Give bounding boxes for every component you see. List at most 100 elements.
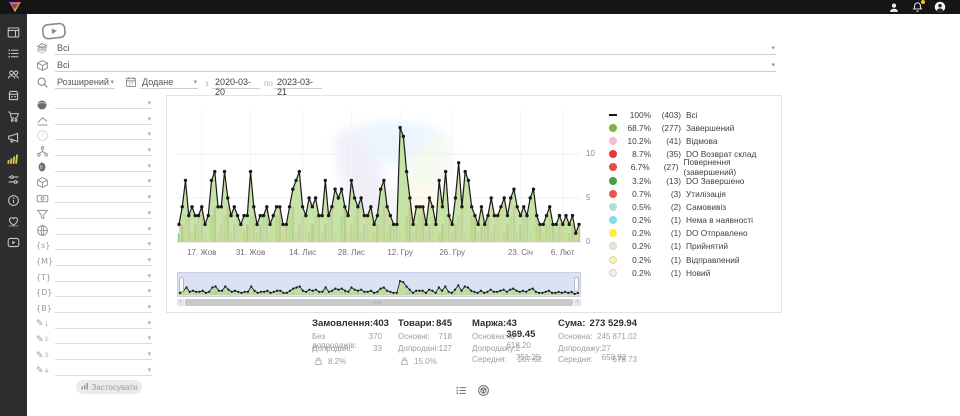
orders-chart[interactable]: [177, 102, 581, 248]
status-filter-value: Всі: [57, 43, 70, 53]
legend-item[interactable]: 0.2% (1) DO Отправлено: [609, 227, 781, 240]
sidebar-item-marketing[interactable]: [0, 127, 27, 148]
sidebar-item-info[interactable]: [0, 190, 27, 211]
customers-icon: [7, 68, 20, 81]
legend-item[interactable]: 8.7% (35) DO Возврат склад: [609, 148, 781, 161]
package-view-icon[interactable]: [477, 384, 490, 397]
main-content: Всі Всі Розширений: [27, 14, 960, 416]
filter-dropdown[interactable]: [55, 97, 152, 109]
legend-item[interactable]: 0.7% (3) Утилізація: [609, 187, 781, 200]
notification-badge: [920, 0, 926, 5]
filter-dropdown[interactable]: [55, 191, 152, 204]
filter-dropdown[interactable]: [55, 223, 152, 235]
search-mode-select[interactable]: Розширений: [55, 76, 115, 89]
sidebar-item-settings-sliders[interactable]: [0, 169, 27, 190]
legend-swatch: [609, 202, 617, 211]
filter-dropdown[interactable]: [55, 364, 152, 376]
status-filter-select[interactable]: Всі: [55, 42, 776, 55]
legend-count: (13): [666, 175, 681, 186]
brush-handle-right[interactable]: [574, 277, 579, 292]
y-tick-label: 5: [586, 193, 591, 202]
sidebar-item-analytics[interactable]: [0, 148, 27, 169]
stat-sub-label: Середня:: [558, 355, 593, 364]
stat-sub-value: 40 618.20: [506, 332, 531, 350]
filter-row-1: [36, 113, 162, 129]
list-view-icon[interactable]: [455, 384, 468, 397]
filter-dropdown[interactable]: [55, 113, 152, 125]
filter-row-2: ?: [36, 128, 162, 144]
date-to-value: 2023-03-21: [277, 77, 314, 97]
stat-sub-label: Допродані:: [312, 343, 353, 353]
sidebar-item-video-lessons[interactable]: [0, 232, 27, 253]
filter-dropdown[interactable]: [55, 254, 152, 266]
search-icon[interactable]: [36, 76, 49, 89]
legend-item[interactable]: 6.7% (27) Повернення (завершений): [609, 157, 781, 177]
scroll-left-icon[interactable]: ‹: [177, 299, 184, 306]
sidebar-item-store[interactable]: [0, 85, 27, 106]
legend-item[interactable]: 0.2% (1) Прийнятий: [609, 240, 781, 253]
legend-swatch: [609, 255, 617, 264]
filter-dropdown[interactable]: [55, 270, 152, 282]
date-to-input[interactable]: 2023-03-21: [274, 76, 322, 97]
legend-count: (2): [670, 201, 681, 212]
stat-column: Товари: 845 Основні: 718 Допродані: 127 15.0%: [398, 318, 452, 367]
sidebar-item-cart[interactable]: [0, 106, 27, 127]
legend-item[interactable]: 0.2% (1) Відправлений: [609, 253, 781, 266]
product-filter-select[interactable]: Всі: [55, 59, 776, 72]
notifications-bell-icon[interactable]: [911, 0, 926, 13]
legend-percent: 0.2%: [632, 241, 651, 252]
date-from-input[interactable]: 2020-03-20: [212, 76, 260, 97]
sphere-icon: [36, 98, 51, 111]
sidebar-item-loyalty[interactable]: [0, 211, 27, 232]
legend-item[interactable]: 68.7% (277) Завершений: [609, 121, 781, 134]
brush-handle-left[interactable]: [179, 277, 184, 292]
legend-item[interactable]: 0.2% (1) Нема в наявності: [609, 214, 781, 227]
filter-dropdown[interactable]: [55, 348, 152, 360]
date-to-label: по: [264, 79, 273, 88]
legend-label: Завершений: [686, 122, 735, 133]
date-field-select[interactable]: Додане: [140, 76, 198, 89]
legend-percent: 0.7%: [632, 188, 651, 199]
brand-logo-icon[interactable]: [8, 1, 22, 13]
sidebar-item-orders[interactable]: [0, 43, 27, 64]
legend-count: (1): [670, 228, 681, 239]
scroll-right-icon[interactable]: ›: [574, 299, 581, 306]
legend-count: (41): [666, 135, 681, 146]
stat-value: 403: [373, 318, 389, 329]
filter-dropdown[interactable]: [55, 128, 152, 141]
video-tutorial-icon[interactable]: [41, 22, 69, 43]
filter-dropdown[interactable]: [55, 301, 152, 313]
sidebar-item-customers[interactable]: [0, 64, 27, 85]
y-tick-label: 10: [586, 149, 595, 158]
legend-item[interactable]: 3.2% (13) DO Завершено: [609, 174, 781, 187]
marketing-icon: [7, 131, 20, 144]
stat-sub-value: 718: [438, 332, 452, 341]
chart-range-brush[interactable]: [177, 272, 581, 297]
legend-item[interactable]: 0.2% (1) Новий: [609, 266, 781, 279]
legend-label: Всі: [686, 109, 698, 120]
dashboard-icon: [7, 26, 20, 39]
filter-dropdown[interactable]: [55, 238, 152, 251]
video-lessons-icon: [7, 236, 20, 249]
funnel-icon: [36, 208, 51, 221]
filter-dropdown[interactable]: [55, 160, 152, 172]
legend-item[interactable]: 0.5% (2) Самовивіз: [609, 200, 781, 213]
stat-title: Товари:: [398, 318, 435, 329]
sidebar-item-dashboard[interactable]: [0, 22, 27, 43]
filter-dropdown[interactable]: [55, 175, 152, 188]
filter-dropdown[interactable]: [55, 332, 152, 345]
filter-dropdown[interactable]: [55, 317, 152, 329]
assistant-icon[interactable]: [888, 1, 900, 13]
x-tick-label: 28. Лис: [337, 248, 365, 257]
legend-item[interactable]: 100% (403) Всі: [609, 108, 781, 121]
filter-dropdown[interactable]: [55, 207, 152, 219]
legend-count: (27): [663, 162, 679, 173]
filter-dropdown[interactable]: [55, 285, 152, 298]
scrollbar-thumb[interactable]: •••: [185, 299, 573, 306]
globe-icon: [36, 224, 51, 237]
apply-filters-button[interactable]: Застосувати: [76, 380, 142, 394]
legend-item[interactable]: 10.2% (41) Відмова: [609, 134, 781, 147]
filter-dropdown[interactable]: [55, 144, 152, 157]
chart-scrollbar[interactable]: ‹ ••• ›: [177, 299, 581, 306]
profile-icon[interactable]: [934, 1, 946, 13]
